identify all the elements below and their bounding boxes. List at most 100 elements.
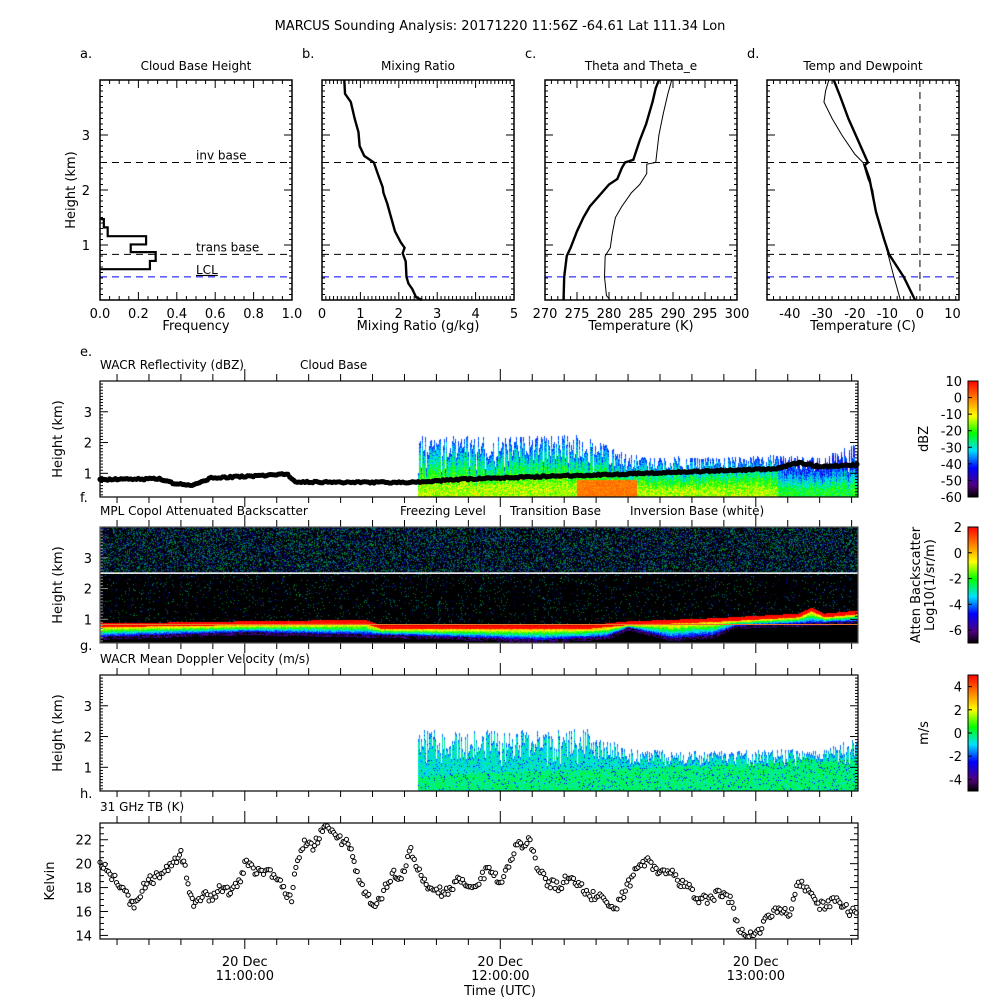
y-tick-label: 3: [82, 129, 90, 144]
x-axis-label: Frequency: [162, 319, 229, 334]
tb-point: [774, 909, 780, 915]
colorbar-g: 4 2 0 -2 -4 m/s: [917, 674, 979, 792]
panel-letter: h.: [80, 787, 92, 802]
tb-point: [281, 883, 287, 890]
colorbar-gradient: [967, 526, 979, 644]
x-tick-label: -10: [877, 307, 898, 322]
tb-point: [673, 872, 679, 878]
colorbar-tick-label: -4: [949, 773, 962, 788]
y-tick-label: 22: [75, 834, 92, 849]
tb-point: [296, 855, 302, 861]
tb-point: [506, 864, 512, 870]
tb-point: [476, 881, 482, 887]
tb-point: [734, 918, 740, 924]
tb-point: [423, 881, 429, 888]
time-tick-date: 20 Dec: [477, 955, 523, 970]
tb-point: [769, 913, 775, 919]
tb-point: [345, 841, 351, 847]
y-tick-label: 2: [84, 583, 92, 598]
tb-point: [199, 894, 205, 900]
x-tick-label: 3: [433, 307, 441, 322]
tb-point: [547, 885, 553, 891]
x-tick-label: 0.4: [166, 307, 187, 322]
tb-point: [189, 895, 195, 901]
tb-point: [213, 894, 219, 900]
histogram-bars: [100, 218, 157, 271]
tb-point: [532, 855, 538, 861]
tb-point: [625, 877, 632, 883]
tb-point: [759, 926, 765, 932]
tb-point: [696, 900, 702, 906]
tb-point: [411, 856, 417, 862]
tb-point: [290, 884, 296, 891]
panel-title: WACR Mean Doppler Velocity (m/s): [100, 652, 310, 666]
tb-point: [387, 878, 394, 885]
tb-point: [234, 883, 240, 890]
doppler-image: [100, 675, 858, 791]
time-tick-time: 12:00:00: [471, 969, 529, 984]
tb-point: [459, 876, 466, 883]
tb-point: [416, 866, 422, 872]
tb-point: [277, 877, 284, 883]
y-axis-label: Height (km): [51, 694, 66, 771]
tb-point: [627, 883, 633, 889]
tb-point: [788, 906, 795, 912]
panel-title: Temp and Dewpoint: [802, 59, 923, 73]
figure-title: MARCUS Sounding Analysis: 20171220 11:56…: [275, 19, 726, 34]
tb-point: [445, 891, 451, 897]
tb-point: [163, 863, 170, 869]
tb-point: [343, 836, 350, 843]
colorbar-tick-label: 0: [954, 547, 962, 562]
tb-point: [570, 875, 577, 882]
x-tick-label: 0.2: [128, 307, 149, 322]
series-mixing-ratio: [343, 79, 423, 302]
x-axis-label: Mixing Ratio (g/kg): [357, 319, 480, 334]
x-tick-label: 0: [318, 307, 326, 322]
tb-point: [825, 898, 831, 904]
y-axis-label: Height (km): [51, 400, 66, 477]
y-tick-label: 3: [84, 552, 92, 567]
x-tick-label: 0.6: [205, 307, 226, 322]
colorbar-label: Atten Backscatter: [909, 526, 924, 643]
tb-point: [351, 858, 357, 864]
x-tick-label: 1: [356, 307, 364, 322]
tb-point: [679, 877, 686, 883]
tb-point: [405, 853, 411, 860]
tb-point: [517, 840, 524, 846]
x-tick-label: 5: [510, 307, 518, 322]
tb-point: [354, 868, 360, 875]
y-axis-label: Height (km): [64, 151, 79, 228]
panel-title: WACR Reflectivity (dBZ): [100, 358, 244, 372]
x-tick-label: 2: [395, 307, 403, 322]
legend-item: Inversion Base (white): [630, 504, 764, 518]
inv-base-label: inv base: [196, 149, 246, 163]
legend-item: Transition Base: [509, 504, 601, 518]
tb-point: [418, 872, 424, 879]
tb-point: [492, 870, 499, 876]
tb-point: [176, 852, 183, 858]
tb-point: [289, 899, 295, 905]
colorbar-tick-label: 2: [954, 521, 962, 536]
tb-point: [287, 892, 293, 898]
tb-point: [102, 861, 108, 867]
tb-point: [450, 886, 456, 893]
colorbar-tick-label: -60: [941, 491, 962, 506]
colorbar-f: 2 0 -2 -4 -6 Atten Backscatter Log10(1/sr/m): [909, 521, 979, 644]
tb-point: [227, 890, 234, 896]
time-tick-time: 13:00:00: [727, 969, 785, 984]
tb-point: [716, 888, 722, 894]
y-tick-label: 1: [82, 239, 90, 254]
tb-point: [541, 871, 547, 877]
tb-point: [481, 876, 487, 882]
tb-point: [739, 926, 745, 932]
tb-point: [790, 896, 796, 902]
tb-point: [178, 847, 184, 854]
plot-frame: [321, 79, 515, 301]
x-tick-label: 280: [597, 307, 622, 322]
colorbar-tick-label: -30: [941, 441, 962, 456]
tb-point: [827, 904, 833, 910]
tb-point: [617, 897, 623, 903]
tb-point: [421, 876, 428, 882]
tb-point: [641, 863, 648, 869]
